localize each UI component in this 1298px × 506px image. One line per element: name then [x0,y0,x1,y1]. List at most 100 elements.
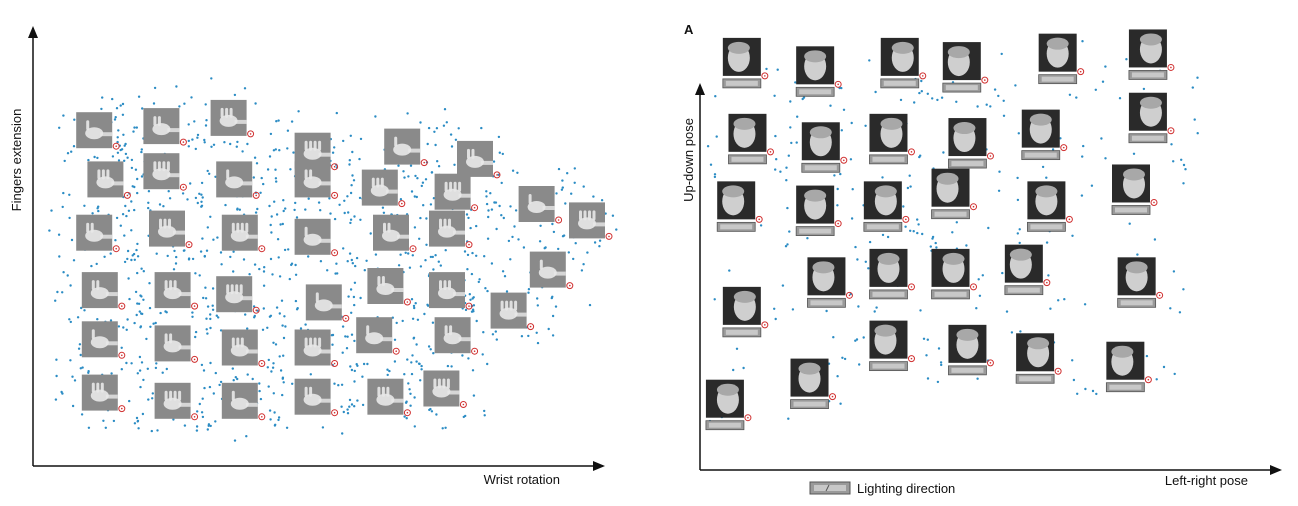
scatter-point [125,361,128,365]
scatter-point [121,102,125,106]
scatter-point [209,317,212,321]
scatter-point [466,268,469,271]
hand-image-icon [81,374,126,413]
scatter-point [242,258,246,261]
scatter-point [272,341,275,344]
scatter-point [349,191,353,195]
scatter-point [66,152,70,155]
scatter-point [430,410,434,413]
scatter-point [410,361,413,364]
scatter-point [147,190,151,193]
face-image-icon [722,37,769,89]
scatter-point [369,232,372,235]
scatter-point [477,280,480,284]
scatter-point [832,336,835,339]
scatter-point [408,266,412,269]
scatter-point [191,311,194,314]
scatter-point [54,299,57,302]
hand-image-icon [294,218,339,257]
scatter-point [1101,80,1105,83]
scatter-point [916,218,919,221]
scatter-point [123,144,126,147]
position-marker [1167,63,1175,71]
scatter-point [465,213,469,216]
scatter-point [279,369,283,372]
scatter-point [434,143,437,147]
scatter-point [158,203,162,206]
scatter-point [1184,168,1187,171]
scatter-point [68,216,71,220]
scatter-point [328,197,331,200]
scatter-point [395,321,398,325]
scatter-point [1162,365,1166,369]
scatter-point [236,207,239,210]
scatter-point [1080,194,1084,197]
scatter-point [487,215,490,219]
scatter-point [76,316,80,319]
scatter-point [509,205,512,208]
hand-image-icon [154,325,199,363]
scatter-point [937,347,941,350]
scatter-point [1063,298,1066,301]
hand-image-icon [81,272,126,310]
scatter-point [209,424,212,428]
scatter-point [1081,155,1084,158]
lighting-direction-bar-icon [1128,133,1168,144]
lighting-legend-label: Lighting direction [857,481,955,496]
scatter-point [505,290,509,293]
scatter-point [138,310,141,313]
scatter-point [196,410,199,413]
scatter-point [125,214,128,218]
scatter-point [1000,52,1003,56]
scatter-point [133,258,136,261]
lighting-direction-bar-icon [801,162,841,173]
position-marker [465,241,473,249]
scatter-point [288,277,291,281]
scatter-point [713,173,717,176]
scatter-point [97,205,100,208]
hand-image-icon [216,161,260,199]
scatter-point [200,181,204,185]
scatter-point [353,303,356,307]
scatter-point [1084,387,1087,391]
hand-image-icon [154,272,199,310]
scatter-point [538,240,542,243]
scatter-point [126,156,129,159]
scatter-point [147,206,150,210]
scatter-point [449,133,453,136]
scatter-point [90,264,93,268]
scatter-point [135,416,139,420]
scatter-point [204,286,207,289]
scatter-point [434,254,437,257]
scatter-point [83,204,86,207]
hand-image-icon [384,128,428,167]
scatter-point [393,338,397,341]
hand-image-icon [434,173,479,212]
face-image-icon [1027,181,1073,232]
scatter-point [193,120,196,123]
scatter-point [278,355,281,358]
face-image-icon [1128,29,1175,80]
scatter-point [140,175,144,178]
scatter-point [224,203,227,207]
scatter-point [593,241,597,244]
scatter-point [87,158,90,162]
scatter-point [423,312,426,316]
lighting-direction-bar-icon [1015,373,1055,384]
scatter-point [572,257,575,261]
scatter-point [582,185,585,188]
scatter-point [133,126,136,129]
scatter-point [341,432,344,435]
face-image-icon [1128,92,1175,144]
scatter-point [715,135,718,138]
position-marker [258,245,266,253]
scatter-point [111,155,115,158]
scatter-point [81,366,84,369]
hand-image-icon [76,112,120,150]
scatter-point [467,216,470,220]
scatter-point [126,318,129,321]
scatter-point [536,297,539,300]
scatter-point [162,205,165,208]
lighting-direction-bar-icon [931,289,970,300]
scatter-point [366,362,369,366]
